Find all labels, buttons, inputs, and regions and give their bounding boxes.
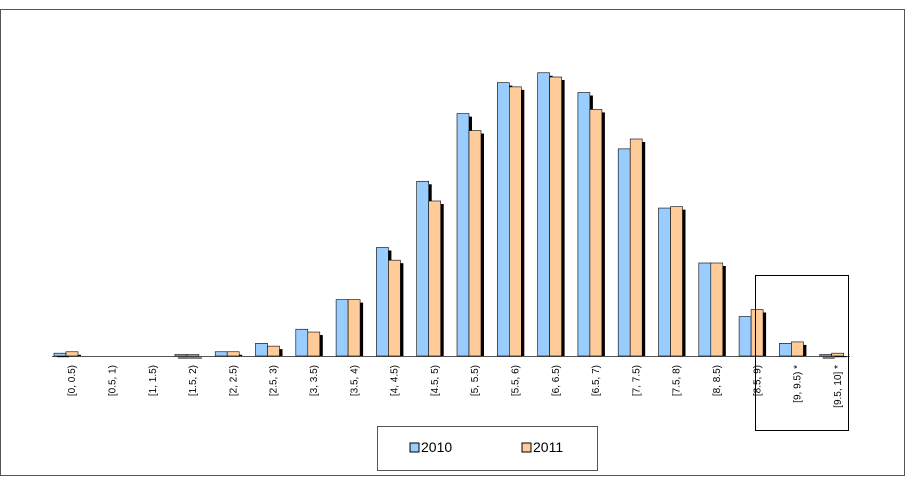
legend: 2010 2011 (377, 426, 598, 471)
bar-2011-16 (710, 262, 724, 357)
bar-2010-6 (295, 328, 309, 357)
tick-label-1: [0.5, 1) (107, 365, 118, 396)
bar-2011-3 (186, 354, 200, 357)
tick-label-18: [9, 9.5) * (793, 365, 804, 403)
bar-shadow (189, 357, 202, 359)
bar-2010-10 (456, 113, 470, 357)
bar-2011-14 (629, 138, 643, 357)
bar-2010-0 (53, 352, 67, 357)
tick-label-19: [9.5, 10] * (833, 365, 844, 408)
tick-label-11: [5.5, 6) (510, 365, 521, 396)
bar-shadow (822, 357, 835, 359)
tick-label-3: [1.5, 2) (188, 365, 199, 396)
tick-label-12: [6, 6.5) (551, 365, 562, 396)
bar-2011-0 (65, 351, 79, 357)
bars-group (53, 72, 847, 359)
tick-label-0: [0, 0.5) (67, 365, 78, 396)
bar-2010-9 (416, 180, 430, 357)
legend-label-2010: 2010 (421, 439, 452, 455)
tick-label-7: [3.5, 4) (349, 365, 360, 396)
tick-label-14: [7, 7.5) (631, 365, 642, 396)
bar-2011-12 (549, 76, 562, 357)
highlight-box (755, 275, 849, 431)
bar-shadow (57, 356, 69, 358)
bar-2010-16 (698, 262, 712, 357)
bar-2011-6 (307, 331, 321, 357)
bar-shadow (177, 357, 190, 359)
legend-label-2011: 2011 (533, 439, 563, 455)
bar-shadow (834, 356, 847, 358)
bar-2010-19 (819, 354, 833, 357)
tick-label-13: [6.5, 7) (591, 365, 602, 396)
bar-2010-17 (738, 316, 752, 357)
bar-2010-7 (335, 299, 349, 357)
tick-label-17: [8.5, 9) (752, 365, 763, 396)
bar-2011-11 (508, 86, 522, 357)
bar-2010-12 (537, 72, 550, 357)
bar-2011-15 (670, 206, 683, 357)
bar-2011-19 (831, 352, 845, 357)
bar-2011-13 (589, 109, 603, 357)
tick-label-6: [3, 3.5) (309, 365, 320, 396)
tick-label-5: [2.5, 3) (269, 365, 280, 396)
tick-labels-group: [0, 0.5) [0.5, 1) [1, 1.5) [1.5, 2) [2, 2.5)… (67, 365, 844, 408)
bar-2011-9 (428, 200, 442, 357)
legend-swatch-2011 (521, 442, 532, 453)
bar-2011-8 (388, 259, 401, 357)
bar-2010-5 (255, 343, 268, 357)
chart-frame (0, 9, 905, 476)
bar-2010-8 (376, 247, 389, 357)
legend-swatch-2010 (409, 442, 420, 453)
tick-label-2: [1, 1.5) (148, 365, 159, 396)
bar-2011-5 (267, 345, 280, 357)
bar-2011-7 (347, 299, 361, 357)
tick-label-8: [4, 4.5) (390, 365, 401, 396)
bar-2011-4 (226, 351, 240, 357)
bar-2011-10 (468, 130, 482, 357)
bar-2010-13 (577, 92, 591, 357)
bar-2010-4 (214, 351, 228, 357)
bar-2010-18 (779, 343, 792, 357)
bar-2010-3 (174, 354, 188, 357)
tick-label-16: [8, 8.5) (712, 365, 723, 396)
bar-2010-11 (496, 82, 510, 357)
tick-label-9: [4.5, 5) (430, 365, 441, 396)
tick-label-10: [5, 5.5) (470, 365, 481, 396)
bar-2011-18 (791, 341, 804, 357)
bar-2010-14 (617, 148, 631, 357)
tick-label-15: [7.5, 8) (672, 365, 683, 396)
bar-2010-15 (658, 207, 671, 357)
tick-label-4: [2, 2.5) (228, 365, 239, 396)
bar-2011-17 (750, 309, 764, 357)
